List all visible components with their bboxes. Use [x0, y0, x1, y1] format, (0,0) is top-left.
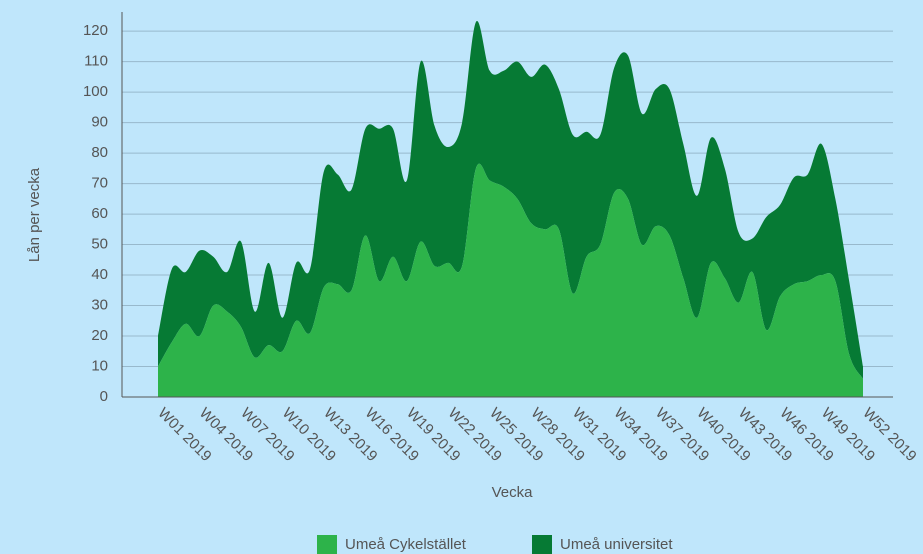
y-tick-label: 100	[83, 83, 108, 100]
x-axis-label: Vecka	[492, 484, 534, 501]
y-tick-label: 40	[91, 266, 108, 283]
y-tick-label: 80	[91, 144, 108, 161]
legend-swatch	[532, 535, 552, 554]
y-tick-label: 70	[91, 175, 108, 192]
area	[158, 20, 863, 379]
y-tick-label: 0	[100, 388, 108, 405]
y-tick-label: 60	[91, 205, 108, 222]
y-tick-label: 20	[91, 327, 108, 344]
y-tick-label: 50	[91, 236, 108, 253]
y-axis-label: Lån per vecka	[26, 167, 43, 262]
legend-swatch	[317, 535, 337, 554]
legend-label: Umeå Cykelstället	[345, 536, 467, 553]
y-tick-label: 10	[91, 357, 108, 374]
y-tick-label: 30	[91, 297, 108, 314]
y-tick-label: 120	[83, 22, 108, 39]
legend-label: Umeå universitet	[560, 536, 673, 553]
area	[158, 163, 863, 397]
y-tick-label: 110	[84, 53, 108, 70]
y-tick-label: 90	[91, 114, 108, 131]
